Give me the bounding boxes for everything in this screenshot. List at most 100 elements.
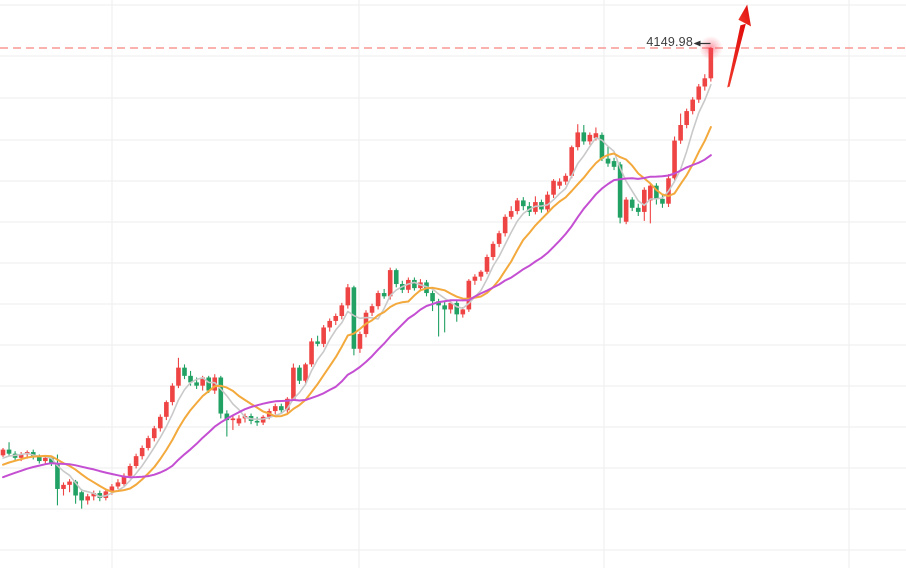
ma-line-ma5 [2,83,712,498]
candle [260,415,266,426]
candle [309,338,314,367]
candle [321,325,326,348]
candle [279,403,284,414]
candle [678,113,683,144]
candle [103,488,109,501]
candle [145,435,151,451]
candle [581,125,587,145]
candle [484,254,490,275]
candle [642,187,647,221]
candle [297,365,302,385]
candle [684,108,689,129]
candle [303,362,308,384]
candle [55,454,60,506]
candle [285,397,290,413]
candle [654,183,659,205]
candle [291,363,296,401]
price-callout-label: 4149.98 [646,35,693,49]
candle [514,197,520,215]
candle [623,197,629,225]
candle [490,241,496,261]
candles-layer [0,47,714,509]
surge-arrow-icon[interactable] [727,4,751,88]
candle [381,288,387,299]
candle [587,132,593,145]
candle [369,303,375,316]
candle [345,284,351,309]
candle [617,161,623,224]
ma-layer [2,83,712,498]
candle [466,279,472,312]
candle [272,403,278,415]
candle [176,357,181,389]
candle [375,290,381,310]
candle [635,203,641,216]
candle [569,145,574,179]
candle [430,290,435,312]
candle [696,84,702,103]
candle [333,313,339,326]
candle [164,400,169,421]
candle [127,463,133,479]
candle [563,173,568,185]
candle [212,374,218,394]
candle [230,415,236,430]
candle [454,300,460,322]
candle [472,274,478,285]
candle [61,482,66,496]
candle [545,191,550,212]
candle [351,285,357,356]
candle [115,479,121,489]
candle [339,302,345,320]
candle [315,335,320,347]
candle [6,442,12,457]
candle [496,230,502,248]
candle [254,416,260,426]
ma-line-ma10 [2,126,712,493]
candle [442,302,447,333]
candle [611,157,617,171]
price-callout-arrow [693,40,711,47]
candle [182,364,187,380]
ma-line-ma20 [2,154,712,479]
candle [218,375,224,419]
candle [67,479,72,493]
candle [436,298,441,337]
candle [151,425,157,442]
candle [551,179,556,198]
candle [605,146,611,167]
candle [327,318,332,332]
candle [508,206,514,220]
candle [236,415,242,426]
candle [170,383,175,406]
price-glow [698,36,723,60]
candle [690,97,695,115]
candle [502,214,508,237]
candle [85,493,90,505]
candle [393,268,399,288]
candle [648,184,653,224]
candle [387,267,393,300]
candle [599,132,605,162]
candle [79,488,84,509]
candle [629,197,635,212]
candle [357,331,363,353]
candle [575,124,581,151]
candle [224,410,230,437]
candle [139,445,145,460]
candle [533,196,538,215]
candle [702,74,708,91]
candle [660,193,665,208]
candle [158,414,163,432]
candle [412,277,417,291]
candle [91,490,97,501]
candle [478,270,484,281]
candle [521,197,526,211]
candle [557,178,562,189]
candle [0,447,6,457]
candle [121,473,127,486]
